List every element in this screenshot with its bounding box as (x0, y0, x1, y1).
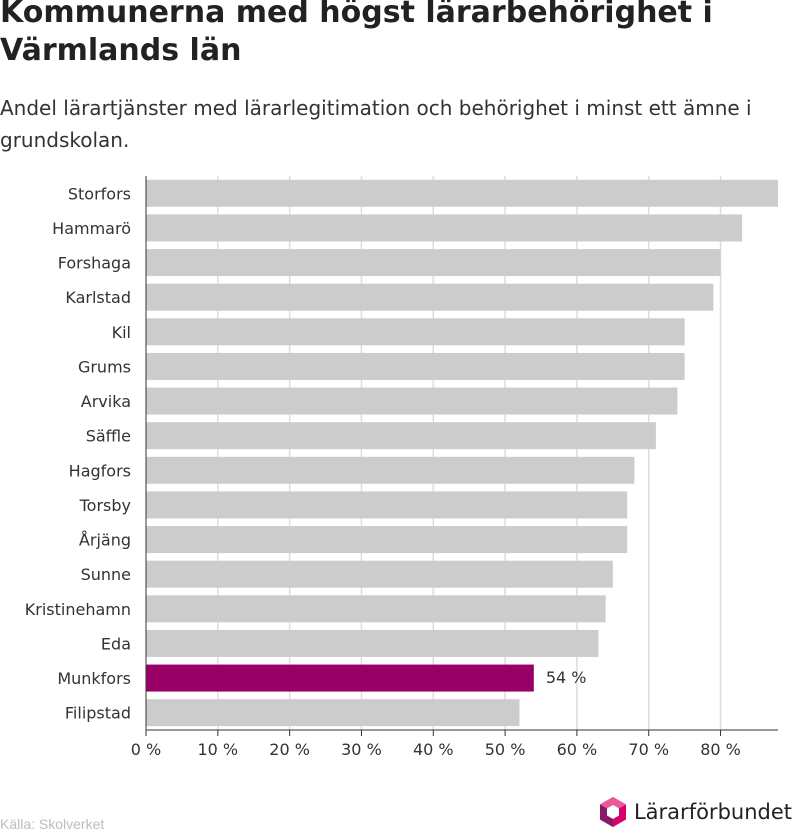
bar (146, 422, 656, 450)
x-tick-label: 60 % (557, 740, 598, 759)
x-tick-label: 80 % (700, 740, 741, 759)
bar (146, 387, 678, 415)
bar (146, 283, 714, 311)
category-label: Filipstad (65, 704, 131, 723)
bar (146, 249, 721, 277)
x-tick-label: 40 % (413, 740, 454, 759)
category-label: Arvika (81, 392, 131, 411)
category-label: Storfors (68, 184, 131, 203)
bar (146, 456, 635, 484)
brand-logo: Lärarförbundet (598, 796, 792, 828)
category-label: Munkfors (57, 669, 131, 688)
bar (146, 629, 599, 657)
category-label: Årjäng (79, 531, 131, 550)
bar (146, 560, 613, 588)
bar (146, 179, 778, 207)
category-label: Grums (78, 357, 131, 376)
bar (146, 352, 685, 380)
bar (146, 491, 628, 519)
chart-title: Kommunerna med högst lärarbehörighet i V… (0, 0, 713, 68)
chart-subtitle: Andel lärartjänster med lärarlegitimatio… (0, 96, 752, 152)
category-label: Kil (112, 323, 131, 342)
brand-name: Lärarförbundet (633, 800, 792, 824)
x-tick-label: 50 % (485, 740, 526, 759)
bar (146, 595, 606, 623)
category-label: Torsby (79, 496, 131, 515)
bar (146, 699, 520, 727)
bar-chart: Storfors Hammarö Forshaga Karlstad Kil Grums A… (25, 176, 778, 759)
data-label: 54 % (546, 668, 587, 687)
category-label: Karlstad (65, 288, 131, 307)
category-label: Hagfors (69, 461, 131, 480)
x-tick-label: 10 % (197, 740, 238, 759)
category-label: Sunne (81, 565, 131, 584)
category-label: Forshaga (58, 254, 131, 273)
x-tick-label: 0 % (131, 740, 161, 759)
category-label: Säffle (86, 427, 131, 446)
category-label: Kristinehamn (25, 600, 131, 619)
x-tick-label: 30 % (341, 740, 382, 759)
hexagon-logo-icon (599, 797, 626, 827)
bar (146, 318, 685, 346)
bar (146, 526, 628, 554)
bar (146, 214, 743, 242)
source-note: Källa: Skolverket (0, 816, 105, 832)
category-label: Hammarö (52, 219, 131, 238)
x-tick-label: 70 % (628, 740, 669, 759)
category-label: Eda (101, 634, 131, 653)
bar (146, 664, 534, 692)
x-tick-label: 20 % (269, 740, 310, 759)
